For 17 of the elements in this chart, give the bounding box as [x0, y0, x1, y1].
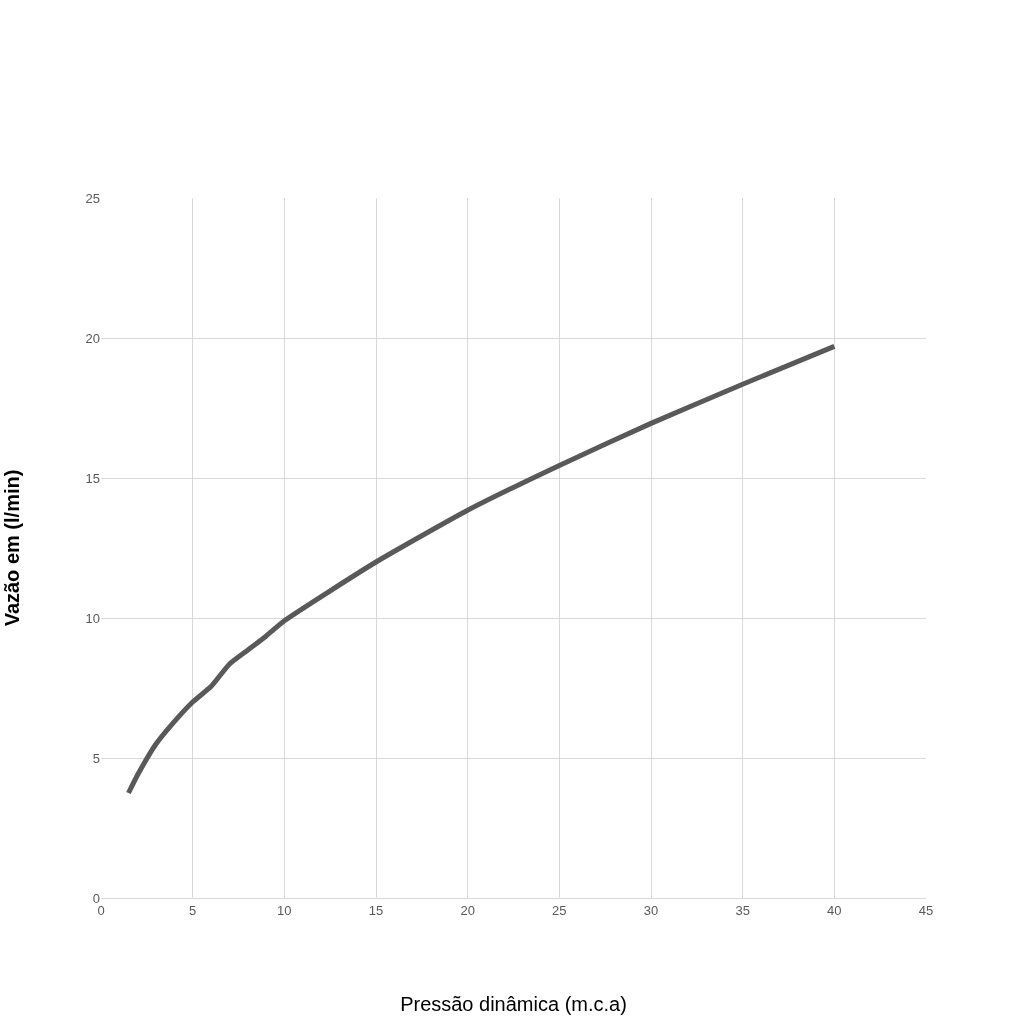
- y-tick-label: 25: [85, 190, 100, 206]
- x-tick-label: 25: [552, 902, 567, 918]
- y-tick-label: 5: [92, 750, 100, 766]
- x-axis-title: Pressão dinâmica (m.c.a): [400, 993, 627, 1016]
- x-tick-label: 20: [460, 902, 475, 918]
- y-tick-label: 15: [85, 470, 100, 486]
- y-tick-label: 0: [92, 890, 100, 906]
- x-tick-label: 10: [277, 902, 292, 918]
- x-tick-label: 5: [189, 902, 197, 918]
- x-tick-label: 45: [918, 902, 934, 918]
- y-tick-label: 10: [85, 610, 100, 626]
- y-tick-label: 20: [85, 330, 100, 346]
- x-tick-label: 35: [735, 902, 750, 918]
- y-axis-title: Vazão em (l/min): [1, 469, 24, 627]
- x-tick-label: 15: [368, 902, 384, 918]
- x-tick-label: 40: [827, 902, 842, 918]
- x-tick-label: 30: [643, 902, 659, 918]
